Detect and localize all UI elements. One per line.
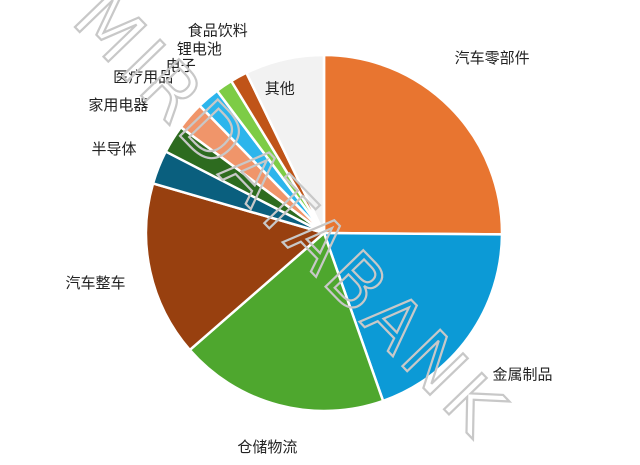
slice-label: 汽车零部件 [455,49,530,67]
pie-slice [188,231,385,413]
slice-label: 锂电池 [177,40,222,58]
slice-label: 仓储物流 [237,438,297,456]
slice-label: 家用电器 [88,96,148,114]
slice-label: 医疗用品 [113,68,173,86]
pie-slice [322,53,504,236]
slice-label: 半导体 [91,140,136,158]
slice-label: 食品饮料 [188,22,248,40]
slice-label: 金属制品 [492,365,552,383]
slice-label: 电子 [166,57,196,75]
pie-slices [144,53,504,413]
pie-slice [144,182,326,352]
pie-slice [245,53,326,235]
slice-label: 其他 [265,80,295,98]
slice-label: 汽车整车 [65,274,125,292]
